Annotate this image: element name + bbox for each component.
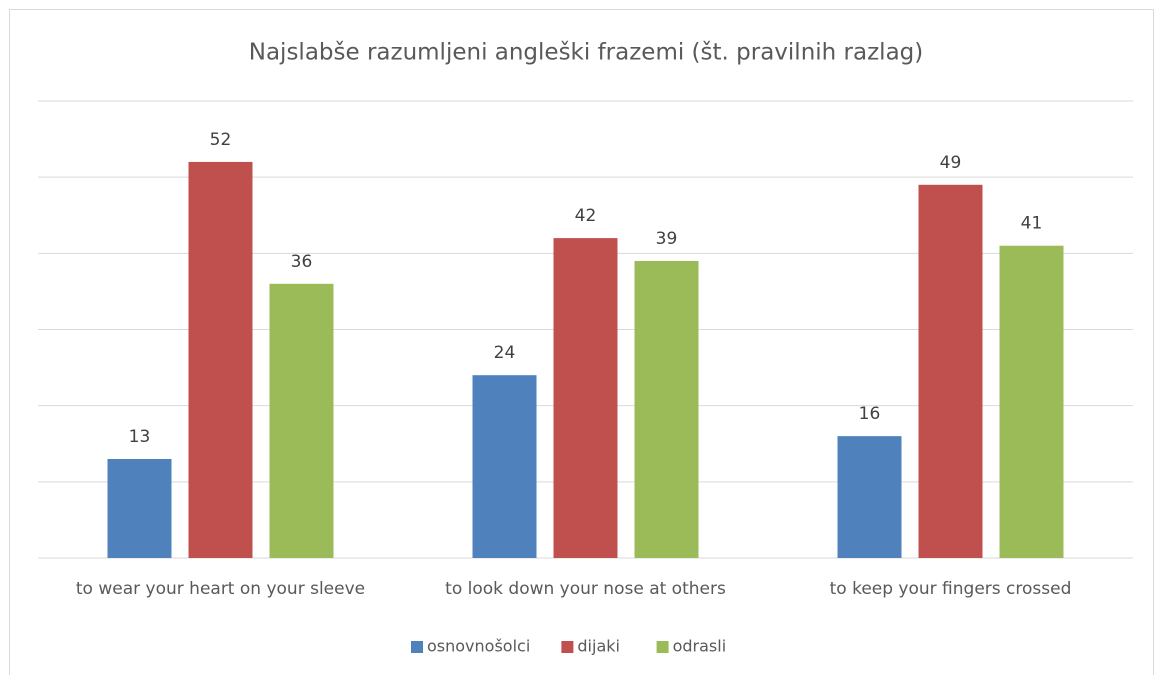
bar: [188, 161, 253, 558]
x-tick-label: to wear your heart on your sleeve: [76, 579, 365, 599]
data-label: 41: [1021, 214, 1043, 234]
x-tick-label: to keep your fingers crossed: [830, 579, 1072, 599]
bar: [472, 375, 537, 558]
chart-title: Najslabše razumljeni angleški frazemi (š…: [249, 40, 923, 66]
legend-label: dijaki: [577, 637, 620, 656]
data-label: 42: [575, 206, 597, 226]
data-label: 16: [859, 404, 881, 424]
data-label: 24: [494, 343, 516, 363]
legend-label: odrasli: [673, 637, 727, 656]
legend-swatch: [656, 641, 669, 653]
legend-swatch: [411, 641, 423, 653]
legend-swatch: [561, 641, 574, 653]
bar: [918, 184, 983, 559]
data-label: 36: [291, 252, 313, 272]
bar: [634, 260, 699, 558]
data-label: 49: [940, 153, 962, 173]
bar: [837, 436, 902, 558]
data-label: 39: [656, 229, 678, 249]
legend-label: osnovnošolci: [427, 637, 530, 656]
bar: [107, 458, 172, 558]
bar: [269, 283, 334, 558]
bar: [999, 245, 1064, 558]
data-label: 13: [129, 427, 151, 447]
x-tick-label: to look down your nose at others: [445, 579, 726, 599]
bar: [553, 238, 618, 558]
data-label: 52: [210, 130, 232, 150]
